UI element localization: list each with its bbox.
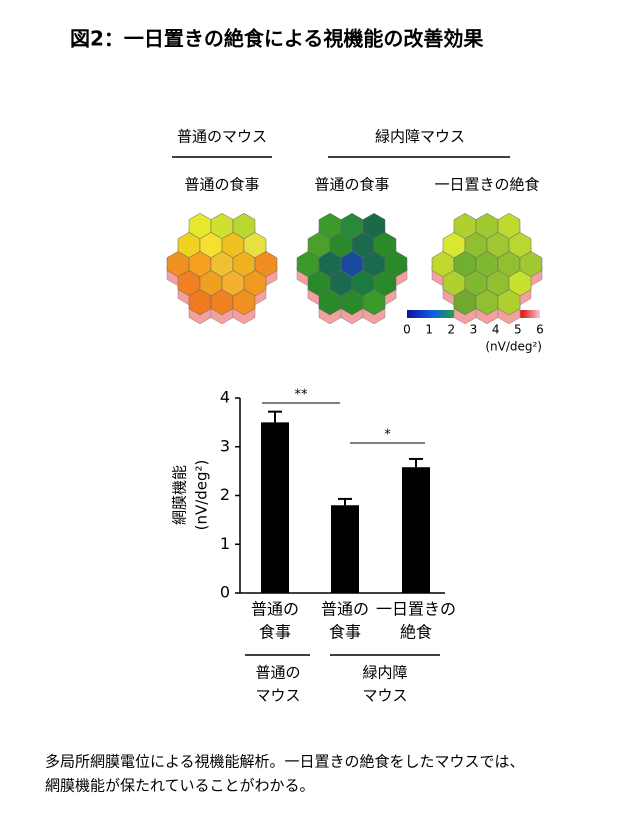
colorbar-tick: 3	[470, 323, 478, 337]
footnote: 網膜機能が保たれていることがわかる。	[45, 777, 315, 795]
x-tick-label: 普通の	[251, 600, 299, 619]
x-tick-label: 一日置きの	[376, 600, 456, 619]
x-tick-label: 普通の	[321, 600, 369, 619]
bar	[261, 422, 289, 593]
hex-cell	[232, 289, 256, 316]
colorbar-tick: 1	[425, 323, 433, 337]
title: 図2：一日置きの絶食による視機能の改善効果	[70, 27, 483, 51]
y-tick-label: 0	[220, 583, 230, 602]
colorbar-tick: 2	[448, 323, 456, 337]
bar	[331, 505, 359, 593]
x-tick-label: 絶食	[400, 623, 432, 642]
y-axis-label: 網膜機能	[171, 465, 189, 525]
panel-label: 普通の食事	[314, 176, 389, 194]
panel-label: 普通の食事	[184, 176, 259, 194]
significance-label: **	[295, 388, 309, 403]
colorbar-unit: (nV/deg²)	[485, 340, 542, 354]
y-tick-label: 4	[220, 388, 230, 407]
panel-label: 一日置きの絶食	[434, 176, 539, 194]
colorbar-tick: 6	[536, 323, 544, 337]
x-tick-label: 食事	[259, 623, 291, 642]
group-label: 普通のマウス	[177, 128, 267, 146]
x-tick-label: 食事	[329, 623, 361, 642]
group-label: 緑内障マウス	[375, 128, 465, 146]
colorbar-tick: 5	[514, 323, 522, 337]
footnote: 多局所網膜電位による視機能解析。一日置きの絶食をしたマウスでは、	[45, 753, 525, 771]
hex-cell	[497, 289, 521, 316]
colorbar-tick: 0	[403, 323, 411, 337]
y-tick-label: 3	[220, 436, 230, 455]
group-label: マウス	[362, 687, 407, 705]
group-label: 緑内障	[362, 664, 407, 682]
group-label: マウス	[255, 687, 300, 705]
significance-label: *	[384, 428, 391, 443]
hex-cell	[362, 289, 386, 316]
colorbar-tick: 4	[492, 323, 500, 337]
group-label: 普通の	[255, 664, 300, 682]
bar	[402, 467, 430, 593]
y-tick-label: 1	[220, 534, 230, 553]
y-tick-label: 2	[220, 485, 230, 504]
y-axis-label: (nV/deg²)	[193, 460, 211, 531]
